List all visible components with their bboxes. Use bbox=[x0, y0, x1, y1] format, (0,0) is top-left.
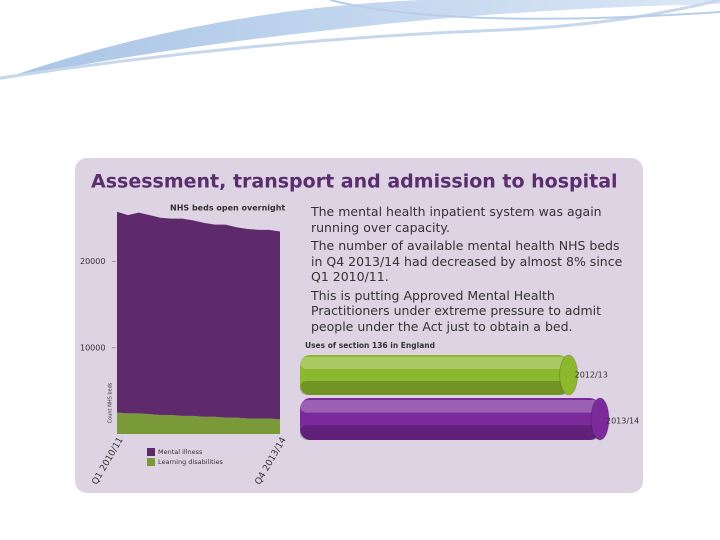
shading bbox=[300, 400, 600, 413]
shading bbox=[300, 381, 569, 395]
chart-title: NHS beds open overnight bbox=[170, 204, 285, 213]
y-tick-label: 10000 bbox=[80, 343, 105, 352]
y-tick-label: 20000 bbox=[80, 257, 105, 266]
legend-swatch bbox=[147, 458, 155, 466]
legend-label: Mental illness bbox=[158, 448, 203, 456]
category-label: 2013/14 bbox=[606, 417, 639, 426]
text-block: The mental health inpatient system was a… bbox=[311, 204, 623, 337]
cylinder-end bbox=[590, 397, 610, 441]
decoration bbox=[329, 0, 720, 20]
bar bbox=[300, 398, 600, 440]
panel-title: Assessment, transport and admission to h… bbox=[91, 171, 618, 193]
area bbox=[117, 211, 280, 420]
category-label: 2012/13 bbox=[575, 371, 608, 380]
shading bbox=[300, 357, 569, 369]
area bbox=[117, 412, 280, 434]
legend-swatch bbox=[147, 448, 155, 456]
paragraph: This is putting Approved Mental Health P… bbox=[311, 287, 602, 334]
y-axis-label: Count NHS beds bbox=[108, 382, 114, 423]
chart-title: Uses of section 136 in England bbox=[305, 341, 435, 350]
paragraph: The mental health inpatient system was a… bbox=[311, 204, 602, 235]
cylinder-end bbox=[559, 354, 579, 396]
shading bbox=[300, 425, 600, 440]
decoration bbox=[0, 0, 720, 80]
bar bbox=[300, 355, 569, 395]
legend-label: Learning disabilities bbox=[158, 458, 223, 466]
paragraph: The number of available mental health NH… bbox=[311, 238, 623, 284]
